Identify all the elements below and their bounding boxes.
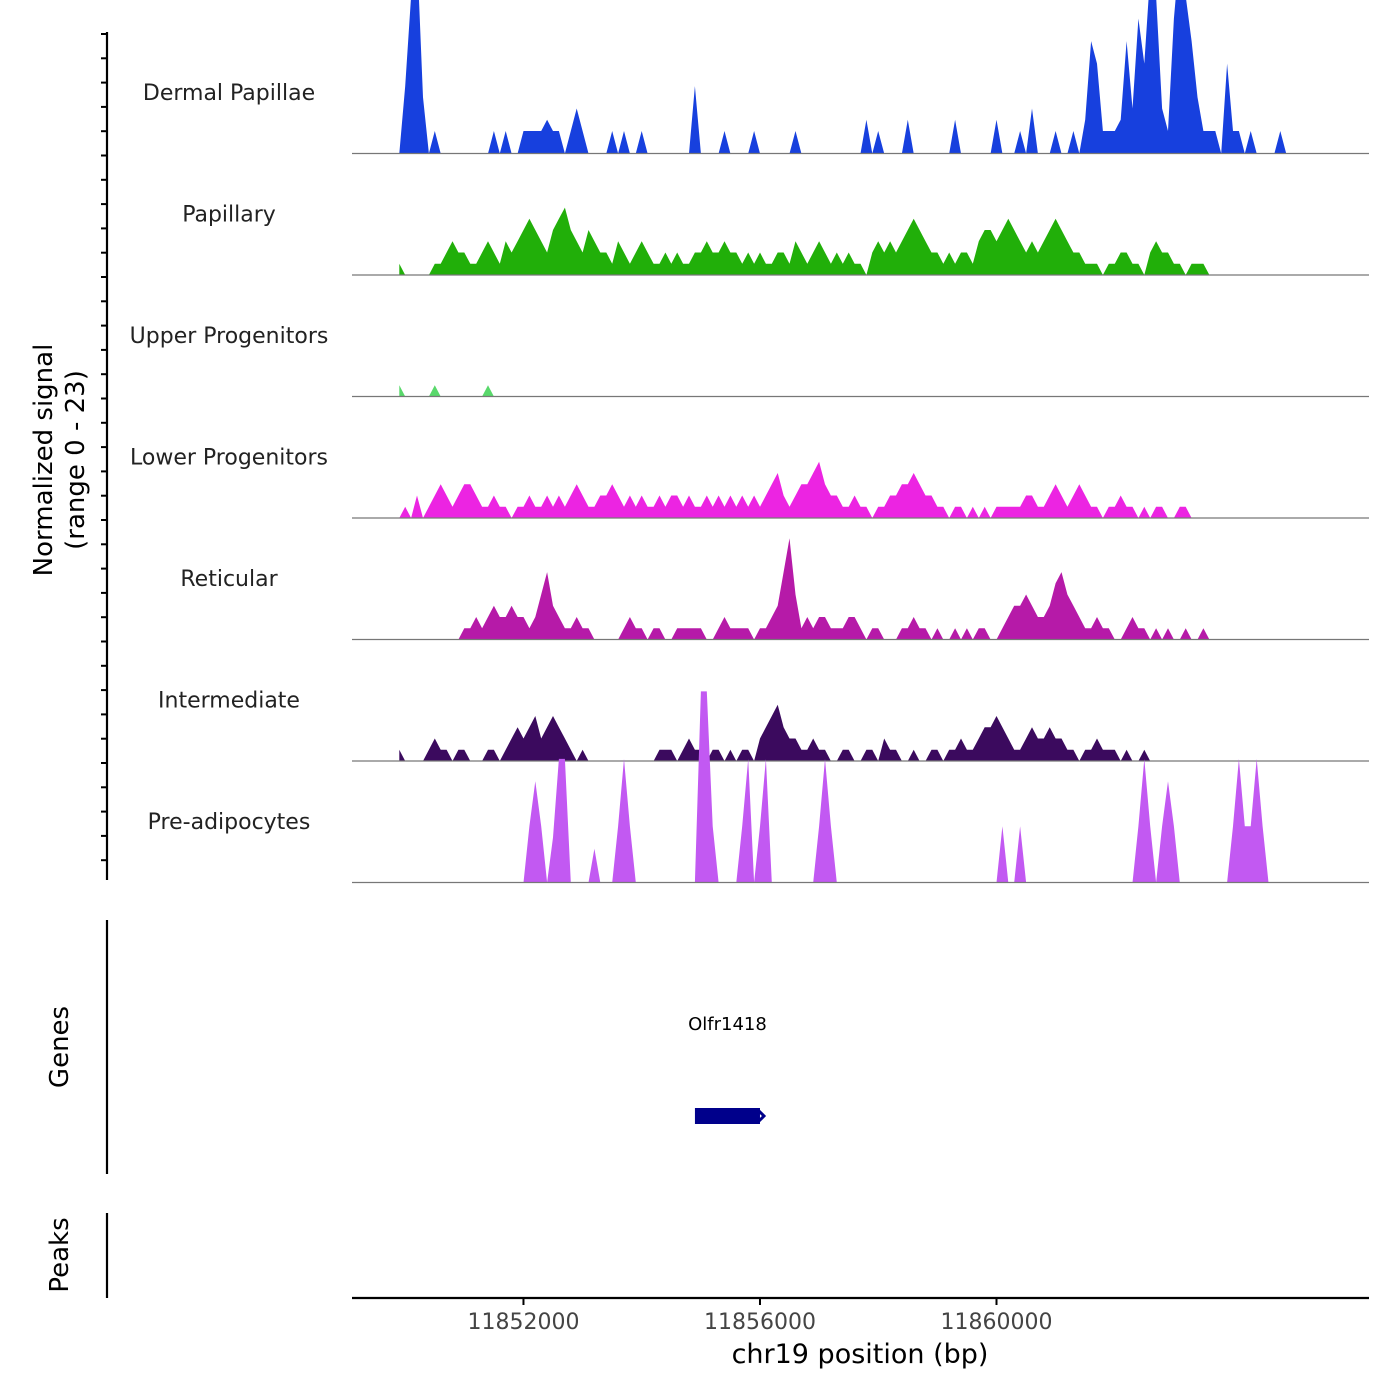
- signal-ylabel-line1: Normalized signal: [29, 344, 59, 577]
- track-label: Upper Progenitors: [130, 324, 329, 349]
- gene-annotations: Olfr1418: [688, 1014, 767, 1124]
- track-label: Pre-adipocytes: [148, 810, 311, 835]
- genes-ylabel: Genes: [45, 1006, 75, 1088]
- gene-body: [694, 1108, 760, 1124]
- track-area-lower-progenitors: [399, 461, 1293, 518]
- signal-axis-ticks: [101, 33, 107, 862]
- x-tick-label: 11856000: [704, 1310, 816, 1335]
- track-area-pre-adipocytes: [399, 691, 1293, 883]
- track-area-intermediate: [399, 704, 1293, 761]
- track-label: Lower Progenitors: [130, 446, 328, 471]
- track-label: Intermediate: [158, 689, 300, 714]
- coverage-tracks: Dermal Papillae Papillary Upper Progenitor…: [130, 0, 1369, 884]
- peaks-ylabel: Peaks: [45, 1217, 75, 1292]
- signal-ylabel-line2: (range 0 - 23): [61, 370, 91, 550]
- track-area-dermal-papillae: [399, 0, 1293, 154]
- x-tick-label: 11860000: [941, 1310, 1053, 1335]
- gene-strand-arrow: [756, 1108, 767, 1124]
- track-label: Dermal Papillae: [143, 81, 315, 106]
- track-label: Papillary: [182, 203, 276, 228]
- gene-label: Olfr1418: [688, 1014, 767, 1035]
- x-axis-ticks: 11852000 11856000 11860000: [467, 1298, 1052, 1335]
- track-area-papillary: [399, 207, 1293, 275]
- x-axis-label: chr19 position (bp): [732, 1339, 989, 1370]
- track-area-upper-progenitors: [399, 385, 1293, 397]
- track-area-reticular: [399, 538, 1293, 640]
- track-label: Reticular: [180, 567, 278, 592]
- x-tick-label: 11852000: [467, 1310, 579, 1335]
